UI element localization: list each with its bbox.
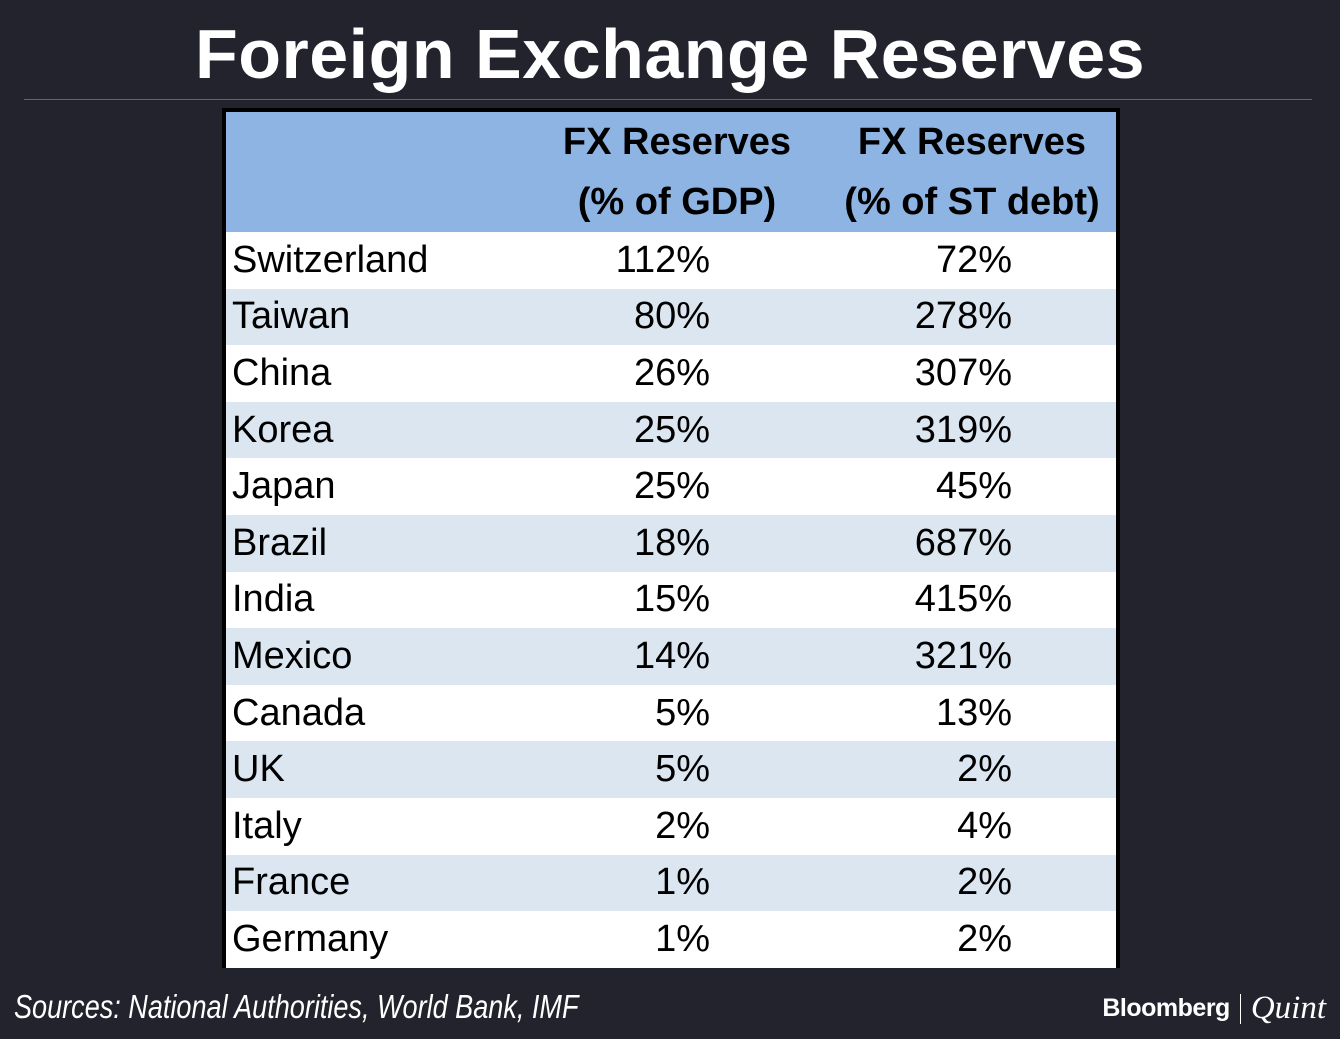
- table-row: India 15% 415%: [226, 571, 1116, 629]
- table-row: Taiwan 80% 278%: [226, 288, 1116, 346]
- cell-country: Germany: [232, 917, 389, 960]
- logo-separator: [1239, 993, 1241, 1024]
- page-title: Foreign Exchange Reserves: [194, 15, 1146, 93]
- cell-country: Korea: [232, 408, 334, 451]
- cell-debt: 72%: [935, 238, 1012, 281]
- brand-logo: Bloomberg Quint: [1102, 990, 1326, 1027]
- cell-country: Mexico: [232, 634, 353, 677]
- cell-country: China: [232, 351, 332, 394]
- header-debt: FX Reserves (% of ST debt): [828, 112, 1116, 232]
- table-row: France 1% 2%: [226, 854, 1116, 912]
- table-row: Switzerland 112% 72%: [226, 232, 1116, 289]
- header-debt-line1: FX Reserves: [857, 121, 1087, 163]
- header-gdp-line2: (% of GDP): [577, 181, 777, 223]
- cell-country: Italy: [232, 804, 302, 847]
- cell-debt: 321%: [914, 634, 1012, 677]
- cell-country: Japan: [232, 465, 336, 508]
- cell-gdp: 5%: [655, 691, 710, 734]
- cell-debt: 4%: [957, 804, 1012, 847]
- header-debt-line2: (% of ST debt): [844, 181, 1100, 223]
- table-row: Mexico 14% 321%: [226, 628, 1116, 685]
- reserves-table: FX Reserves (% of GDP) FX Reserves (% of…: [226, 112, 1116, 968]
- header-gdp: FX Reserves (% of GDP): [526, 112, 828, 232]
- cell-gdp: 80%: [633, 295, 710, 338]
- logo-quint: Quint: [1250, 990, 1326, 1026]
- header-gdp-line1: FX Reserves: [562, 121, 792, 163]
- cell-debt: 319%: [914, 408, 1012, 451]
- table-header-row: FX Reserves (% of GDP) FX Reserves (% of…: [226, 112, 1116, 232]
- header-country: [226, 112, 526, 232]
- table-row: China 26% 307%: [226, 345, 1116, 402]
- cell-country: Taiwan: [232, 295, 351, 338]
- cell-country: Canada: [232, 691, 366, 734]
- cell-gdp: 26%: [633, 351, 710, 394]
- cell-gdp: 112%: [615, 238, 710, 281]
- cell-gdp: 25%: [633, 465, 710, 508]
- cell-debt: 2%: [957, 861, 1012, 904]
- cell-debt: 13%: [935, 691, 1012, 734]
- cell-country: Brazil: [232, 521, 328, 564]
- cell-debt: 2%: [957, 748, 1012, 791]
- table-row: Korea 25% 319%: [226, 401, 1116, 459]
- cell-gdp: 2%: [655, 804, 710, 847]
- cell-debt: 278%: [914, 295, 1012, 338]
- cell-gdp: 1%: [655, 917, 710, 960]
- table-row: Canada 5% 13%: [226, 684, 1116, 742]
- table-row: Brazil 18% 687%: [226, 514, 1116, 572]
- cell-country: UK: [232, 748, 285, 791]
- table-row: Germany 1% 2%: [226, 911, 1116, 968]
- cell-debt: 307%: [914, 351, 1012, 394]
- table-body: Switzerland 112% 72% Taiwan 80% 278% China 26% 3…: [226, 232, 1116, 968]
- cell-gdp: 25%: [633, 408, 710, 451]
- source-note: Sources: National Authorities, World Ban…: [14, 988, 579, 1025]
- cell-debt: 45%: [935, 465, 1012, 508]
- cell-gdp: 14%: [633, 634, 710, 677]
- cell-country: France: [232, 861, 351, 904]
- table-row: Japan 25% 45%: [226, 458, 1116, 515]
- cell-debt: 687%: [914, 521, 1012, 564]
- logo-bloomberg: Bloomberg: [1102, 994, 1230, 1022]
- cell-gdp: 5%: [655, 748, 710, 791]
- cell-country: Switzerland: [232, 238, 429, 281]
- cell-gdp: 15%: [633, 578, 710, 621]
- cell-debt: 415%: [914, 578, 1012, 621]
- title-divider: [24, 99, 1312, 100]
- cell-gdp: 1%: [655, 861, 710, 904]
- table-row: UK 5% 2%: [226, 741, 1116, 798]
- reserves-table-frame: FX Reserves (% of GDP) FX Reserves (% of…: [222, 108, 1120, 968]
- table-row: Italy 2% 4%: [226, 797, 1116, 855]
- cell-country: India: [232, 578, 315, 621]
- cell-gdp: 18%: [633, 521, 710, 564]
- cell-debt: 2%: [957, 917, 1012, 960]
